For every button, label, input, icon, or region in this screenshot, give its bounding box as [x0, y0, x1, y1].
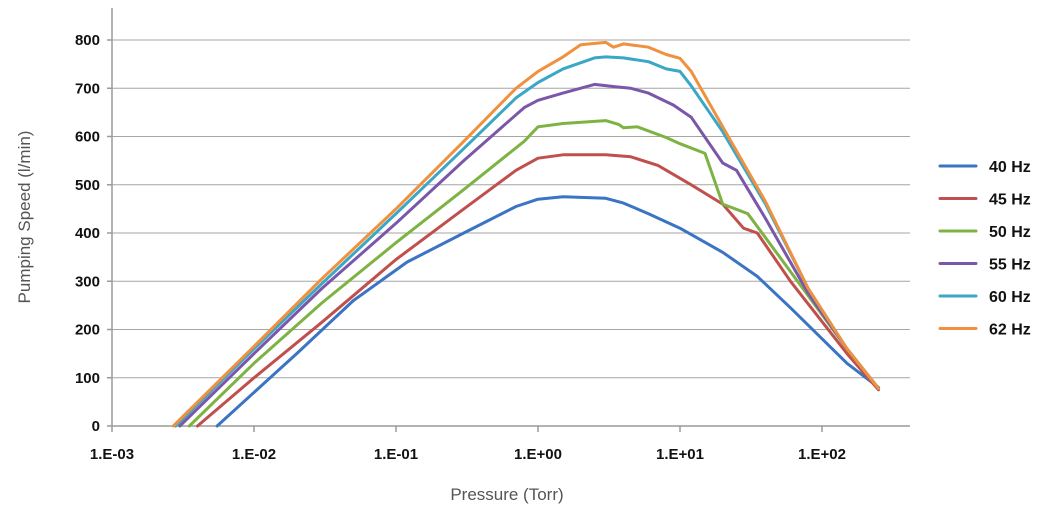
x-tick-label: 1.E+00 — [514, 446, 562, 463]
y-tick-label: 0 — [92, 418, 100, 435]
series-line-40-hz — [215, 195, 880, 428]
y-axis-title: Pumping Speed (l/min) — [15, 131, 34, 304]
legend-label: 45 Hz — [989, 192, 1031, 209]
x-tick-label: 1.E-01 — [374, 446, 418, 463]
x-tick-label: 1.E+02 — [798, 446, 846, 463]
y-tick-label: 100 — [75, 370, 100, 387]
y-tick-label: 500 — [75, 177, 100, 194]
axis-layer — [111, 8, 910, 427]
legend-label: 62 Hz — [989, 322, 1031, 339]
tick-label-layer: 0 100 200 300 400 500 600 700 800 1.E-03 1.E-02 1.E… — [75, 32, 846, 463]
y-tick-label: 700 — [75, 80, 100, 97]
legend: 40 Hz 45 Hz 50 Hz 55 Hz 60 Hz 62 Hz — [938, 159, 1031, 339]
legend-label: 40 Hz — [989, 159, 1031, 176]
series-line-60-hz — [174, 55, 880, 428]
legend-label: 60 Hz — [989, 289, 1031, 306]
legend-label: 50 Hz — [989, 224, 1031, 241]
series-line-45-hz — [196, 153, 880, 428]
x-tick-label: 1.E-03 — [90, 446, 134, 463]
y-tick-label: 600 — [75, 129, 100, 146]
y-tick-label: 400 — [75, 225, 100, 242]
series-line-62-hz — [171, 40, 880, 428]
x-axis-title: Pressure (Torr) — [450, 485, 563, 504]
legend-label: 55 Hz — [989, 257, 1031, 274]
x-tick-label: 1.E+01 — [656, 446, 704, 463]
y-tick-label: 800 — [75, 32, 100, 49]
grid-layer — [112, 39, 910, 379]
series-line-55-hz — [178, 82, 880, 428]
series-layer — [171, 40, 880, 428]
y-tick-label: 200 — [75, 322, 100, 339]
series-line-50-hz — [187, 119, 880, 428]
x-tick-label: 1.E-02 — [232, 446, 276, 463]
y-tick-label: 300 — [75, 273, 100, 290]
